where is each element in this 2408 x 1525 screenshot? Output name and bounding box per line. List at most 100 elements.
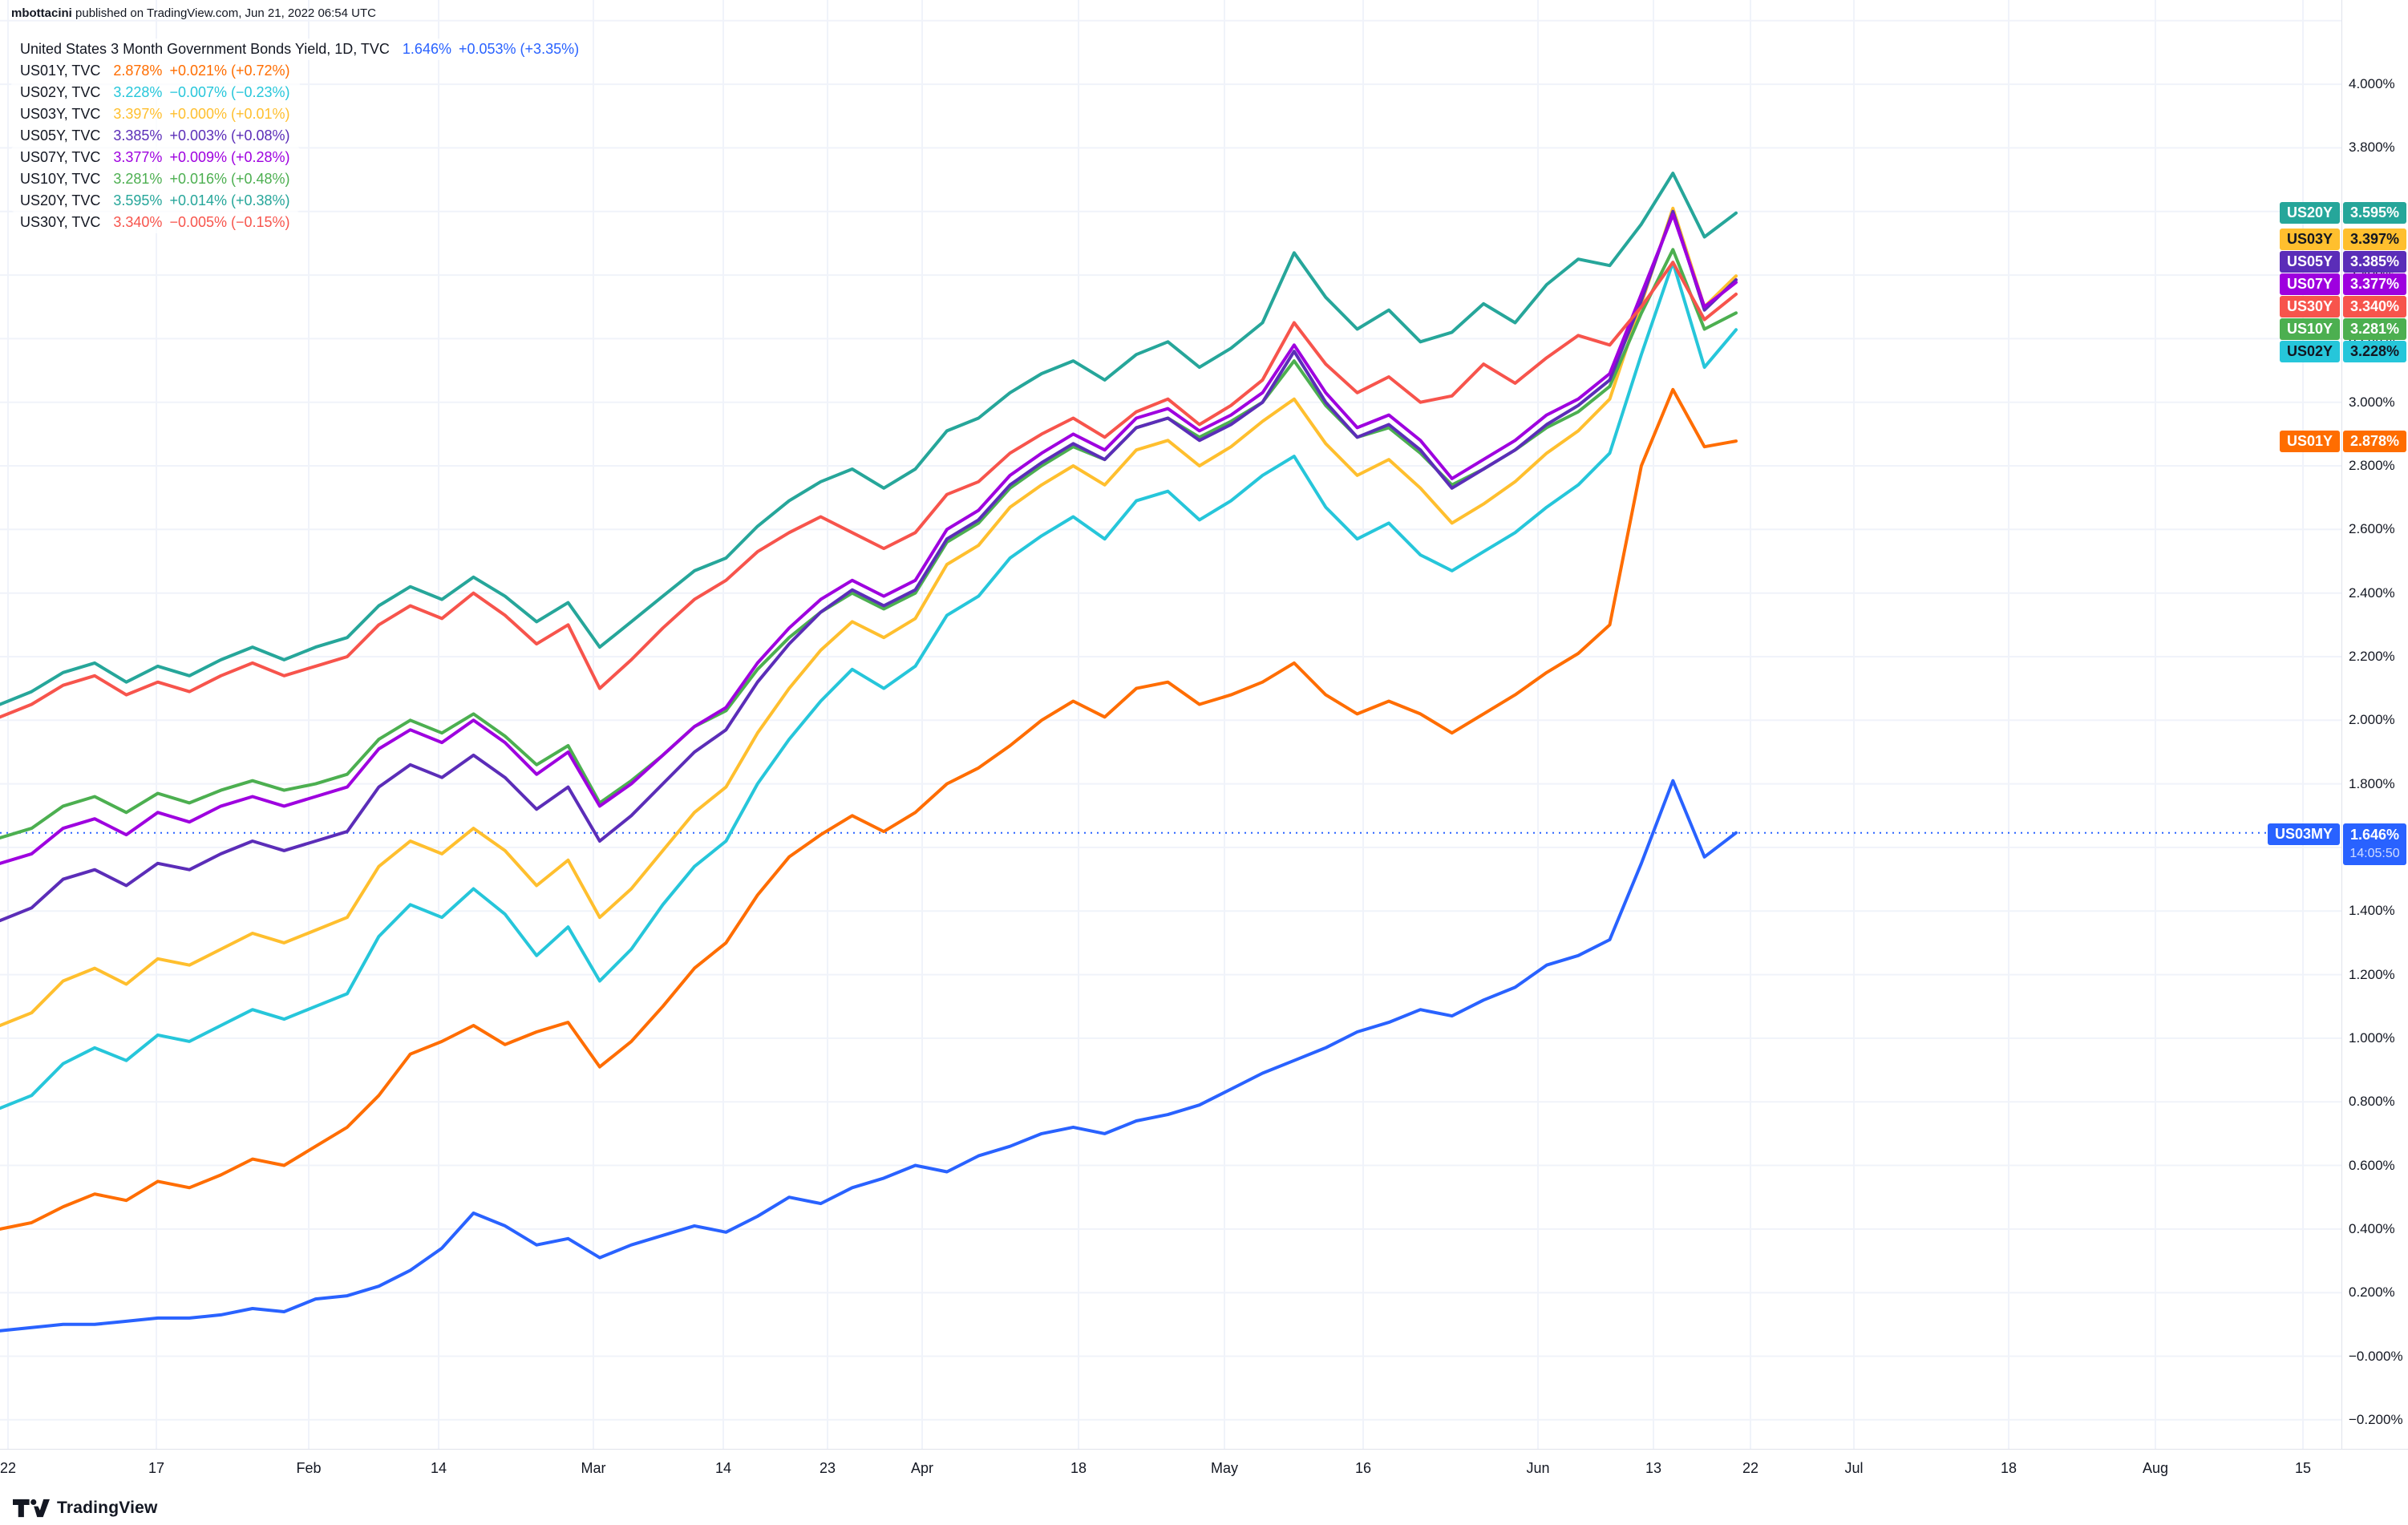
price-label-ticker-us03y: US03Y xyxy=(2279,229,2340,251)
time-axis-tick: Mar xyxy=(581,1460,606,1476)
price-axis-tick: 3.000% xyxy=(2349,394,2395,410)
time-axis-tick: 14 xyxy=(430,1460,447,1476)
price-label-ticker-us30y: US30Y xyxy=(2279,296,2340,318)
price-axis-tick: 1.400% xyxy=(2349,903,2395,919)
legend: United States 3 Month Government Bonds Y… xyxy=(11,38,589,233)
legend-change-us05y: +0.003% (+0.08%) xyxy=(169,127,290,144)
price-axis-tick: 2.800% xyxy=(2349,458,2395,474)
price-axis-tick: 0.600% xyxy=(2349,1157,2395,1173)
price-label-us07y: 3.377% xyxy=(2343,273,2406,296)
legend-ticker-us30y: US30Y, TVC xyxy=(20,214,101,230)
price-axis-tick: 1.000% xyxy=(2349,1029,2395,1046)
time-axis-tick: Jun xyxy=(1526,1460,1550,1476)
legend-ticker-us20y: US20Y, TVC xyxy=(20,192,101,208)
time-axis-tick: Aug xyxy=(2142,1460,2169,1476)
price-axis-tick: −0.000% xyxy=(2349,1348,2403,1364)
time-axis-tick: 15 xyxy=(2294,1460,2312,1476)
time-axis-tick: 18 xyxy=(1070,1460,1087,1476)
price-label-ticker-us01y: US01Y xyxy=(2279,430,2340,452)
price-label-us20y: 3.595% xyxy=(2343,202,2406,225)
price-label-us03y: 3.397% xyxy=(2343,229,2406,251)
series-line-us02y xyxy=(0,261,1738,1110)
price-label-ticker-us03my: US03MY xyxy=(2267,823,2340,845)
legend-row-us30y[interactable]: US30Y, TVC 3.340% −0.005% (−0.15%) xyxy=(11,212,300,233)
main-price-value: 1.646% xyxy=(2349,826,2400,843)
legend-change-us01y: +0.021% (+0.72%) xyxy=(169,63,290,79)
legend-change-us10y: +0.016% (+0.48%) xyxy=(169,171,290,187)
time-axis-tick: 16 xyxy=(1354,1460,1372,1476)
legend-value-us30y: 3.340% xyxy=(113,214,163,230)
legend-ticker-us07y: US07Y, TVC xyxy=(20,149,101,165)
price-axis-tick: 2.400% xyxy=(2349,585,2395,601)
price-label-us10y: 3.281% xyxy=(2343,318,2406,341)
legend-row-us01y[interactable]: US01Y, TVC 2.878% +0.021% (+0.72%) xyxy=(11,60,300,82)
price-axis-tick: 2.200% xyxy=(2349,648,2395,664)
time-axis-tick: Jul xyxy=(1844,1460,1864,1476)
chart-canvas[interactable] xyxy=(0,0,2341,1449)
time-axis-tick: May xyxy=(1210,1460,1239,1476)
time-axis-tick: Feb xyxy=(296,1460,322,1476)
series-line-us07y xyxy=(0,212,1738,865)
legend-row-us03my[interactable]: United States 3 Month Government Bonds Y… xyxy=(11,38,589,60)
legend-row-us02y[interactable]: US02Y, TVC 3.228% −0.007% (−0.23%) xyxy=(11,82,300,103)
price-label-us01y: 2.878% xyxy=(2343,430,2406,452)
price-axis-tick: 0.400% xyxy=(2349,1220,2395,1236)
time-axis-tick: 22 xyxy=(0,1460,17,1476)
time-axis-tick: 23 xyxy=(819,1460,836,1476)
time-axis-tick: 22 xyxy=(1742,1460,1759,1476)
legend-ticker-us05y: US05Y, TVC xyxy=(20,127,101,144)
time-axis[interactable]: 22 17 Feb 14 Mar 14 23 Apr 18 May 16 Jun 13 22 Jul 18 Au… xyxy=(0,1449,2408,1494)
symbol-title: United States 3 Month Government Bonds Y… xyxy=(20,41,390,57)
price-label-ticker-us07y: US07Y xyxy=(2279,273,2340,296)
publish-header: mbottacini published on TradingView.com,… xyxy=(11,6,376,20)
price-label-ticker-us02y: US02Y xyxy=(2279,341,2340,363)
time-axis-tick: 14 xyxy=(714,1460,732,1476)
series-line-us03my xyxy=(0,779,1738,1333)
legend-value-us03my: 1.646% xyxy=(402,41,451,57)
legend-ticker-us02y: US02Y, TVC xyxy=(20,84,101,100)
publish-info: published on TradingView.com, Jun 21, 20… xyxy=(71,6,376,20)
legend-row-us05y[interactable]: US05Y, TVC 3.385% +0.003% (+0.08%) xyxy=(11,125,300,147)
legend-value-us07y: 3.377% xyxy=(113,149,163,165)
time-axis-tick: 13 xyxy=(1645,1460,1662,1476)
chart-pane[interactable]: United States 3 Month Government Bonds Y… xyxy=(0,0,2341,1449)
series-line-us05y xyxy=(0,209,1738,923)
price-axis-tick: 1.200% xyxy=(2349,966,2395,982)
price-axis-tick: 2.600% xyxy=(2349,521,2395,537)
legend-value-us10y: 3.281% xyxy=(113,171,163,187)
series-line-us03y xyxy=(0,206,1738,1027)
price-label-ticker-us05y: US05Y xyxy=(2279,251,2340,273)
price-label-ticker-us20y: US20Y xyxy=(2279,202,2340,225)
footer-brand[interactable]: TradingView xyxy=(13,1495,158,1522)
legend-ticker-us10y: US10Y, TVC xyxy=(20,171,101,187)
price-axis-tick: 0.800% xyxy=(2349,1094,2395,1110)
price-label-ticker-us10y: US10Y xyxy=(2279,318,2340,341)
legend-change-us07y: +0.009% (+0.28%) xyxy=(169,149,290,165)
price-axis-tick: 1.800% xyxy=(2349,775,2395,791)
time-axis-tick: 17 xyxy=(148,1460,165,1476)
legend-value-us03y: 3.397% xyxy=(113,106,163,122)
tradingview-logo-icon xyxy=(13,1499,50,1518)
legend-change-us20y: +0.014% (+0.38%) xyxy=(169,192,290,208)
time-axis-tick: 18 xyxy=(2000,1460,2017,1476)
price-axis-tick: 2.000% xyxy=(2349,712,2395,728)
price-axis-tick: −0.200% xyxy=(2349,1411,2403,1427)
series-line-us10y xyxy=(0,248,1738,839)
series-line-us20y xyxy=(0,172,1738,706)
price-label-us02y: 3.228% xyxy=(2343,341,2406,363)
legend-row-us20y[interactable]: US20Y, TVC 3.595% +0.014% (+0.38%) xyxy=(11,190,300,212)
legend-value-us02y: 3.228% xyxy=(113,84,163,100)
price-label-us05y: 3.385% xyxy=(2343,251,2406,273)
brand-name: TradingView xyxy=(57,1499,158,1517)
legend-change-us03y: +0.000% (+0.01%) xyxy=(169,106,290,122)
legend-ticker-us01y: US01Y, TVC xyxy=(20,63,101,79)
legend-row-us03y[interactable]: US03Y, TVC 3.397% +0.000% (+0.01%) xyxy=(11,103,300,125)
time-axis-tick: Apr xyxy=(910,1460,934,1476)
legend-change-us30y: −0.005% (−0.15%) xyxy=(169,214,290,230)
legend-change-us03my: +0.053% (+3.35%) xyxy=(458,41,580,57)
price-label-us03my: 1.646% 14:05:50 xyxy=(2343,823,2406,865)
countdown-timer: 14:05:50 xyxy=(2349,846,2400,860)
price-label-us30y: 3.340% xyxy=(2343,296,2406,318)
legend-row-us07y[interactable]: US07Y, TVC 3.377% +0.009% (+0.28%) xyxy=(11,147,300,168)
legend-row-us10y[interactable]: US10Y, TVC 3.281% +0.016% (+0.48%) xyxy=(11,168,300,190)
